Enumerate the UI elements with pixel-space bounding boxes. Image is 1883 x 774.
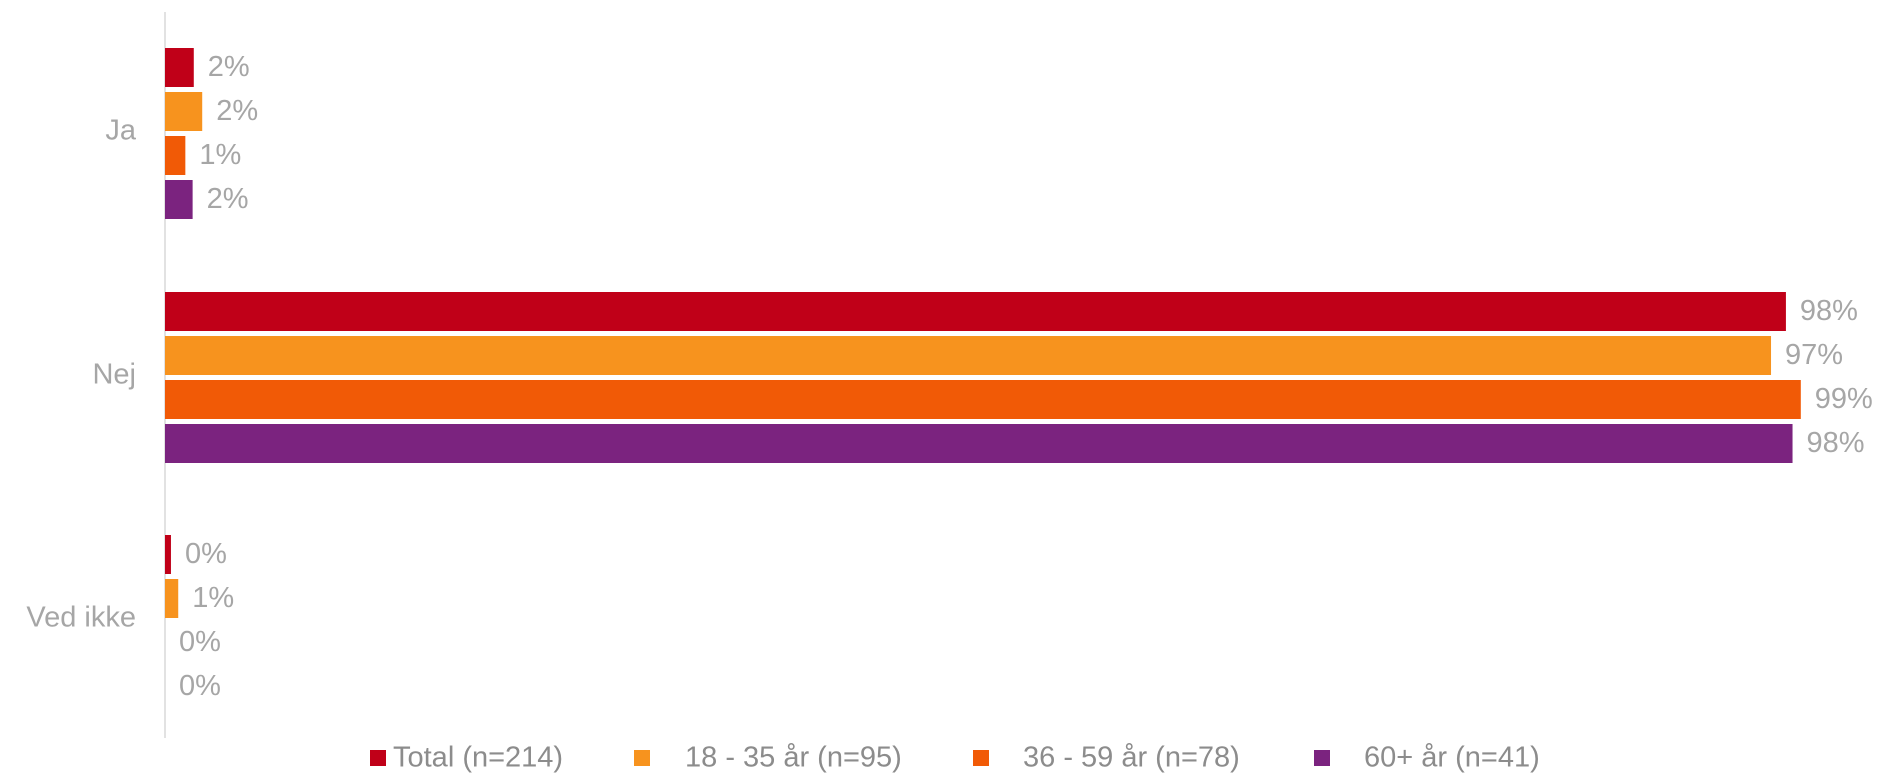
value-label: 2% <box>216 95 258 127</box>
bar <box>165 48 194 87</box>
legend-label: 36 - 59 år (n=78) <box>1023 742 1240 774</box>
legend-swatch <box>1314 750 1330 766</box>
legend-label: 60+ år (n=41) <box>1364 742 1540 774</box>
value-label: 1% <box>199 139 241 171</box>
value-label: 98% <box>1800 295 1858 327</box>
bar <box>165 535 171 574</box>
legend-swatch <box>973 750 989 766</box>
bar <box>165 92 203 131</box>
legend-swatch <box>634 750 650 766</box>
bar <box>165 424 1793 463</box>
value-label: 2% <box>208 51 250 83</box>
bar <box>165 292 1786 331</box>
value-label: 2% <box>207 183 249 215</box>
legend-label: 18 - 35 år (n=95) <box>685 742 902 774</box>
value-label: 97% <box>1785 339 1843 371</box>
bar <box>165 136 186 175</box>
bar <box>165 336 1772 375</box>
value-label: 98% <box>1807 427 1865 459</box>
value-label: 99% <box>1815 383 1873 415</box>
bar <box>165 579 179 618</box>
category-label: Ved ikke <box>26 602 136 634</box>
value-label: 0% <box>179 626 221 658</box>
legend-label: Total (n=214) <box>393 742 563 774</box>
value-label: 1% <box>192 582 234 614</box>
category-label: Ja <box>105 115 137 147</box>
value-label: 0% <box>185 538 227 570</box>
bar <box>165 380 1801 419</box>
legend-swatch <box>370 750 386 766</box>
category-label: Nej <box>92 359 136 391</box>
bar <box>165 180 193 219</box>
value-label: 0% <box>179 670 221 702</box>
